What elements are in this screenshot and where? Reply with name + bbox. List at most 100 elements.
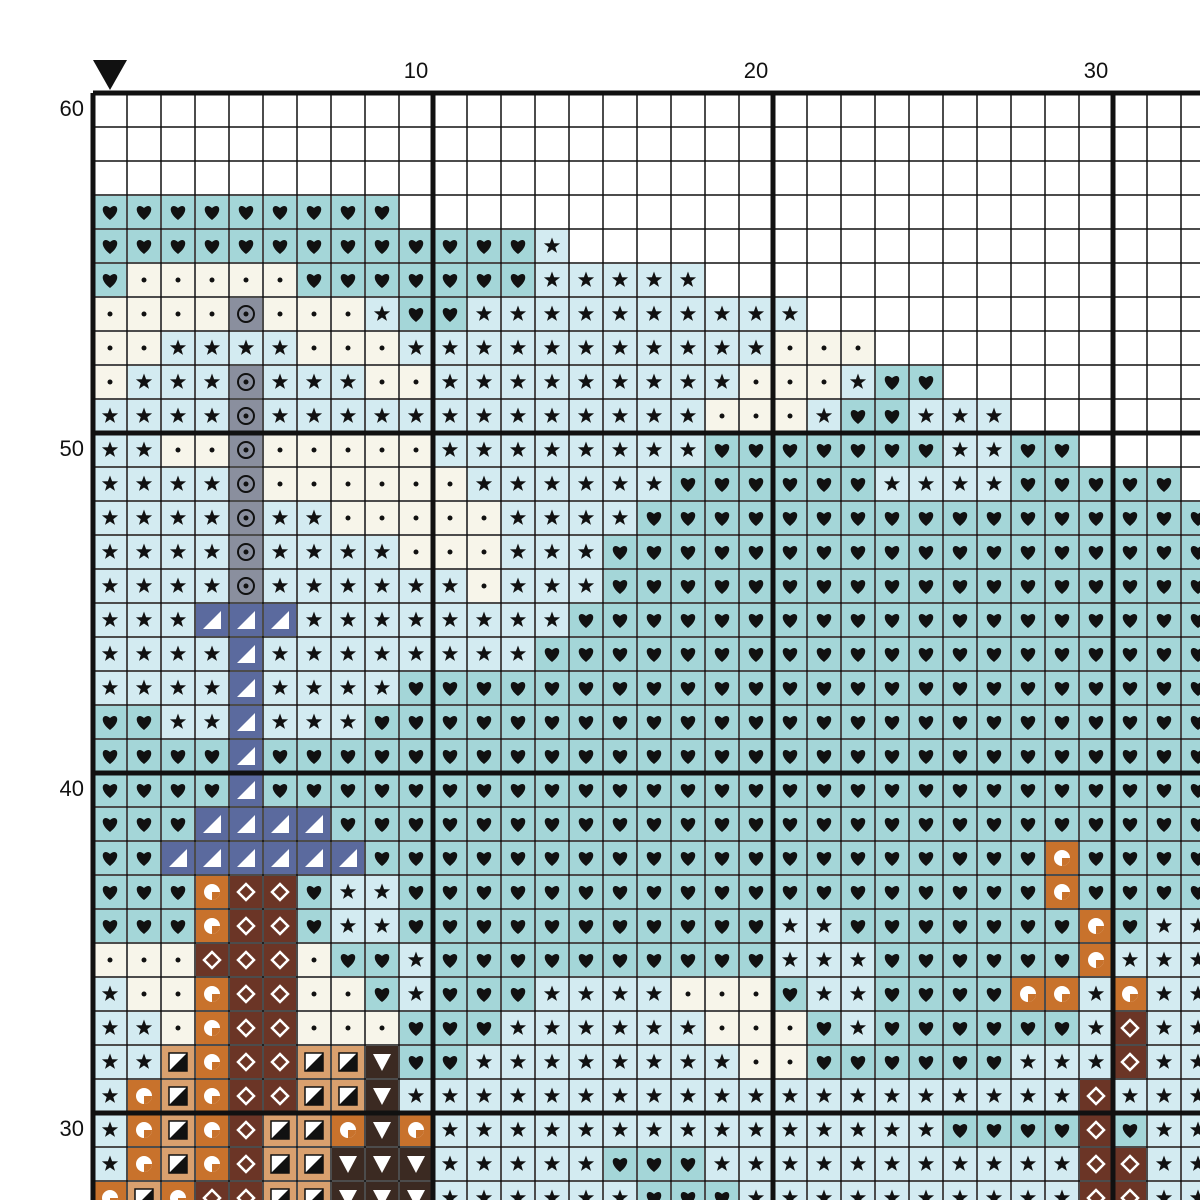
star-symbol [1019, 1189, 1037, 1200]
diamond-symbol [236, 1086, 256, 1106]
column-label: 10 [404, 58, 428, 83]
heart-symbol [816, 682, 832, 696]
heart-symbol [1190, 512, 1200, 526]
star-symbol [645, 1087, 663, 1103]
star-symbol [203, 679, 221, 695]
dot-symbol [345, 991, 351, 997]
stitch-cell [1182, 978, 1200, 1010]
star-symbol [815, 1189, 833, 1200]
heart-symbol [952, 1124, 968, 1138]
stitch-cell [1182, 944, 1200, 976]
heart-symbol [1020, 682, 1036, 696]
square-half [305, 1155, 323, 1173]
star-symbol [339, 679, 357, 695]
star-symbol [305, 645, 323, 661]
heart-symbol [918, 1056, 934, 1070]
star-symbol [135, 509, 153, 525]
star-symbol [475, 1155, 493, 1171]
heart-symbol [918, 614, 934, 628]
star-symbol [1053, 1087, 1071, 1103]
heart-symbol [578, 784, 594, 798]
heart-symbol [340, 240, 356, 254]
star-symbol [1087, 985, 1105, 1001]
half-circle-fill [212, 926, 220, 934]
heart-symbol [884, 376, 900, 390]
half-circle-fill [1028, 994, 1036, 1002]
heart-symbol [646, 784, 662, 798]
stitch-cell [1114, 1148, 1146, 1180]
heart-symbol [1156, 784, 1172, 798]
heart-symbol [816, 580, 832, 594]
star-symbol [543, 509, 561, 525]
star-symbol [883, 475, 901, 491]
heart-symbol [952, 716, 968, 730]
heart-symbol [238, 240, 254, 254]
star-symbol [373, 577, 391, 593]
diamond-symbol [236, 950, 256, 970]
heart-symbol [1088, 648, 1104, 662]
star-symbol [407, 577, 425, 593]
stitch-cell [230, 944, 262, 976]
heart-symbol [544, 716, 560, 730]
star-symbol [849, 951, 867, 967]
star-symbol [305, 509, 323, 525]
heart-symbol [136, 920, 152, 934]
dot-symbol [379, 481, 385, 487]
heart-symbol [884, 580, 900, 594]
star-symbol [679, 373, 697, 389]
heart-symbol [986, 954, 1002, 968]
heart-symbol [952, 512, 968, 526]
heart-symbol [136, 886, 152, 900]
star-symbol [441, 339, 459, 355]
heart-symbol [476, 682, 492, 696]
stitch-cell [230, 978, 262, 1010]
heart-symbol [1156, 886, 1172, 900]
diamond-symbol [1120, 1052, 1140, 1072]
star-symbol [577, 543, 595, 559]
star-symbol [135, 577, 153, 593]
half-circle-fill [1096, 960, 1104, 968]
star-symbol [339, 407, 357, 423]
heart-symbol [952, 954, 968, 968]
stitch-cell [1182, 502, 1200, 534]
heart-symbol [1054, 920, 1070, 934]
heart-symbol [884, 682, 900, 696]
star-symbol [135, 645, 153, 661]
heart-symbol [408, 240, 424, 254]
star-symbol [577, 475, 595, 491]
heart-symbol [782, 580, 798, 594]
star-symbol [101, 441, 119, 457]
star-symbol [1155, 1121, 1173, 1137]
star-symbol [1189, 1121, 1200, 1137]
heart-symbol [816, 512, 832, 526]
star-symbol [373, 679, 391, 695]
heart-symbol [782, 546, 798, 560]
heart-symbol [680, 478, 696, 492]
star-symbol [339, 373, 357, 389]
star-symbol [543, 1121, 561, 1137]
heart-symbol [544, 954, 560, 968]
triangle-symbol [237, 713, 255, 731]
star-symbol [373, 611, 391, 627]
star-symbol [373, 407, 391, 423]
star-symbol [815, 917, 833, 933]
star-symbol [169, 577, 187, 593]
heart-symbol [1020, 750, 1036, 764]
star-symbol [407, 1087, 425, 1103]
star-symbol [543, 611, 561, 627]
star-symbol [203, 373, 221, 389]
star-symbol [543, 305, 561, 321]
star-symbol [475, 1121, 493, 1137]
ring-dot [243, 379, 249, 385]
row-label: 50 [60, 436, 84, 461]
dot-symbol [141, 345, 147, 351]
ring-symbol [237, 475, 255, 493]
heart-symbol [646, 716, 662, 730]
heart-symbol [816, 886, 832, 900]
diamond-symbol [236, 916, 256, 936]
heart-symbol [306, 750, 322, 764]
star-symbol [135, 611, 153, 627]
heart-symbol [918, 682, 934, 696]
star-symbol [203, 543, 221, 559]
heart-symbol [918, 444, 934, 458]
